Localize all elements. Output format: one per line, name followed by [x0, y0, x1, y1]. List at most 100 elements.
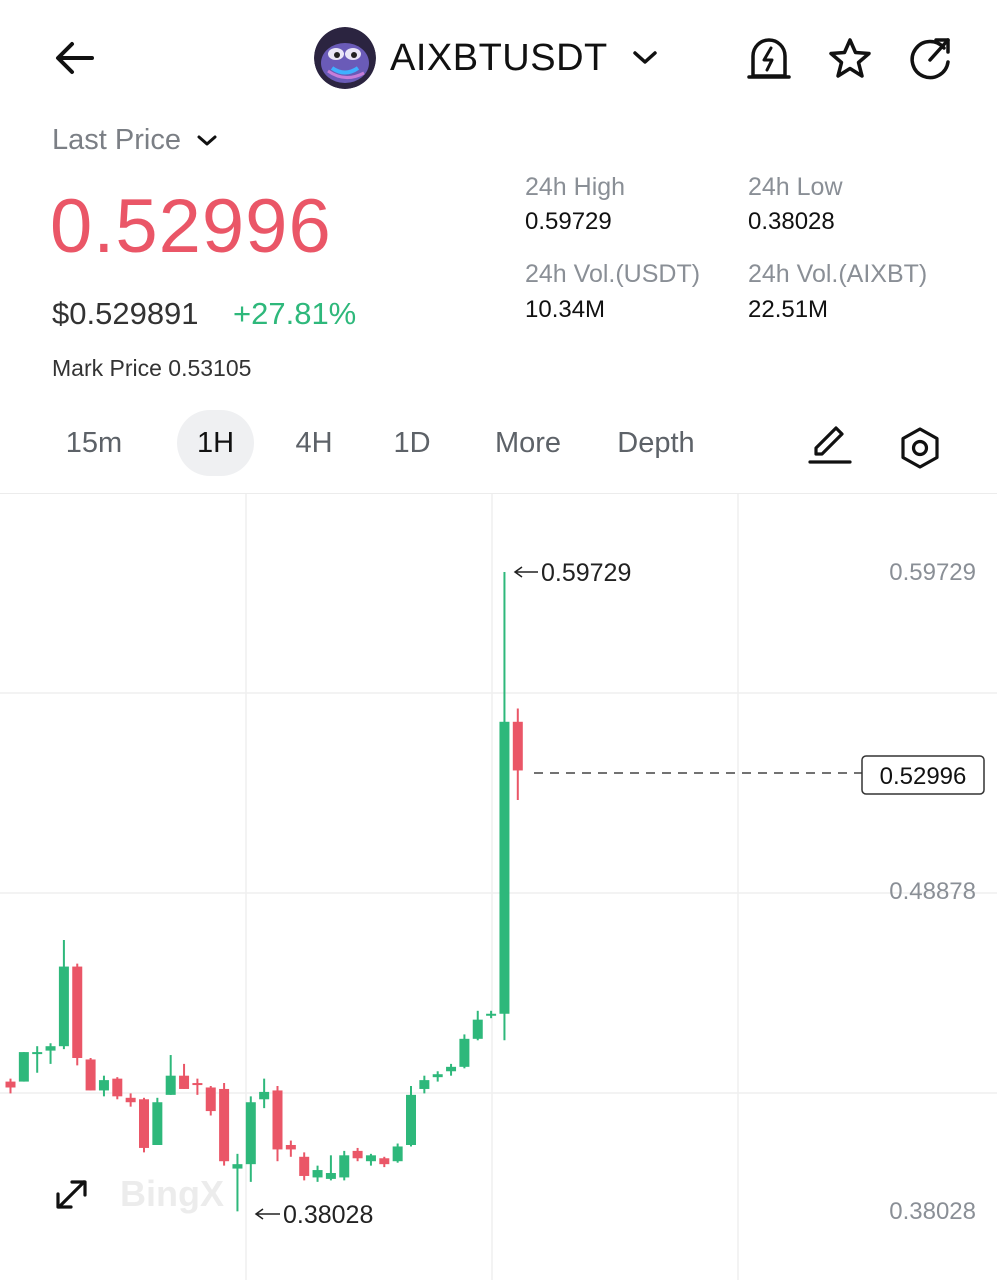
- candle: [165, 1055, 176, 1095]
- last-price-dropdown[interactable]: Last Price: [52, 124, 219, 157]
- candle: [259, 1078, 270, 1109]
- candle: [406, 1086, 416, 1147]
- draw-tool-button[interactable]: [804, 426, 854, 471]
- chart-divider: [0, 493, 997, 494]
- last-price-value: 0.52996: [50, 184, 332, 269]
- timeframe-tabs: 15m 1H 4H 1D More Depth: [0, 410, 997, 478]
- favorite-button[interactable]: [826, 32, 874, 84]
- pair-selector[interactable]: AIXBTUSDT: [314, 27, 660, 89]
- candle-body: [379, 1158, 390, 1165]
- candle-body: [112, 1078, 123, 1097]
- candle-body: [32, 1052, 43, 1055]
- candle: [432, 1071, 443, 1082]
- expand-chart-button[interactable]: [56, 1180, 87, 1209]
- candle-body: [98, 1080, 109, 1091]
- candle-body: [192, 1083, 203, 1086]
- candle: [365, 1153, 376, 1166]
- candle-body: [486, 1013, 497, 1016]
- candle-body: [85, 1059, 96, 1091]
- candle-body: [499, 721, 510, 1014]
- high-marker-label: 0.59729: [541, 559, 631, 587]
- high-24h-label: 24h High: [525, 173, 626, 201]
- low-24h-label: 24h Low: [748, 173, 843, 201]
- chevron-down-icon: [633, 51, 657, 64]
- tab-1h[interactable]: 1H: [177, 410, 254, 476]
- volume-usdt-value: 10.34M: [525, 296, 606, 323]
- price-alert-button[interactable]: [745, 32, 793, 84]
- candle-body: [339, 1155, 350, 1178]
- candle-body: [165, 1075, 176, 1095]
- tab-1d[interactable]: 1D: [393, 427, 431, 459]
- candle-body: [18, 1052, 29, 1082]
- candle-body: [245, 1102, 256, 1165]
- chevron-down-icon: [197, 135, 217, 145]
- high-marker: 0.59729: [513, 559, 631, 587]
- low-marker: 0.38028: [254, 1201, 373, 1229]
- y-tick-label: 0.59729: [889, 559, 976, 586]
- volume-base-value: 22.51M: [748, 296, 829, 323]
- mark-price: Mark Price 0.53105: [52, 355, 251, 382]
- candle-body: [419, 1080, 430, 1089]
- candle: [98, 1075, 109, 1097]
- share-button[interactable]: [906, 32, 954, 84]
- candle-body: [325, 1173, 336, 1179]
- candle-body: [432, 1074, 443, 1078]
- candle-body: [312, 1170, 323, 1178]
- expand-icon: [56, 1180, 87, 1209]
- last-price-label: Last Price: [52, 124, 181, 156]
- candle-body: [446, 1066, 457, 1072]
- candle: [272, 1086, 283, 1162]
- low-marker-label: 0.38028: [283, 1201, 373, 1229]
- candle: [352, 1147, 363, 1162]
- candlestick-chart[interactable]: BingX 0.52996 0.59729 0.48878 0.38028 0.…: [0, 494, 997, 1280]
- tab-4h[interactable]: 4H: [295, 427, 333, 459]
- candle-body: [285, 1144, 296, 1150]
- pair-name: AIXBTUSDT: [390, 36, 608, 79]
- candle: [139, 1097, 149, 1153]
- candle: [486, 1010, 497, 1019]
- draw-pencil-icon: [808, 426, 852, 464]
- candle-body: [45, 1046, 56, 1051]
- price-alert-icon: [747, 38, 791, 79]
- chart-watermark: BingX: [120, 1173, 224, 1214]
- candle: [245, 1096, 256, 1182]
- back-button[interactable]: [50, 36, 102, 80]
- tab-depth[interactable]: Depth: [617, 427, 695, 459]
- candle-body: [512, 721, 523, 771]
- candle: [472, 1010, 483, 1041]
- candle-body: [139, 1099, 149, 1148]
- candle-body: [272, 1090, 283, 1150]
- candles-group: [5, 571, 523, 1212]
- candle: [339, 1150, 350, 1181]
- candle: [299, 1152, 310, 1181]
- candle: [219, 1083, 230, 1166]
- candle-body: [232, 1164, 243, 1169]
- chart-settings-button[interactable]: [898, 426, 942, 475]
- share-icon: [910, 38, 950, 80]
- candle-body: [352, 1150, 363, 1159]
- candle-body: [205, 1087, 216, 1112]
- candle: [285, 1140, 296, 1157]
- price-change-percent: +27.81%: [233, 296, 357, 331]
- candle: [419, 1075, 430, 1094]
- candle: [152, 1097, 163, 1145]
- candle: [179, 1063, 190, 1089]
- settings-hexagon-icon: [901, 427, 939, 469]
- candle-body: [72, 966, 83, 1058]
- tab-15m[interactable]: 15m: [65, 427, 123, 459]
- candle: [85, 1057, 96, 1091]
- candle: [32, 1046, 43, 1073]
- candle: [205, 1086, 216, 1116]
- candle: [499, 571, 510, 1041]
- tab-more[interactable]: More: [494, 427, 562, 459]
- current-price-label: 0.52996: [880, 763, 967, 790]
- candle: [392, 1143, 403, 1163]
- candle: [5, 1078, 16, 1094]
- candle-body: [125, 1097, 136, 1103]
- low-24h-value: 0.38028: [748, 208, 835, 235]
- chart-gridlines: [0, 494, 997, 1280]
- volume-usdt-label: 24h Vol.(USDT): [525, 260, 701, 288]
- candle: [192, 1078, 203, 1095]
- candle: [325, 1155, 336, 1181]
- candle: [312, 1165, 323, 1182]
